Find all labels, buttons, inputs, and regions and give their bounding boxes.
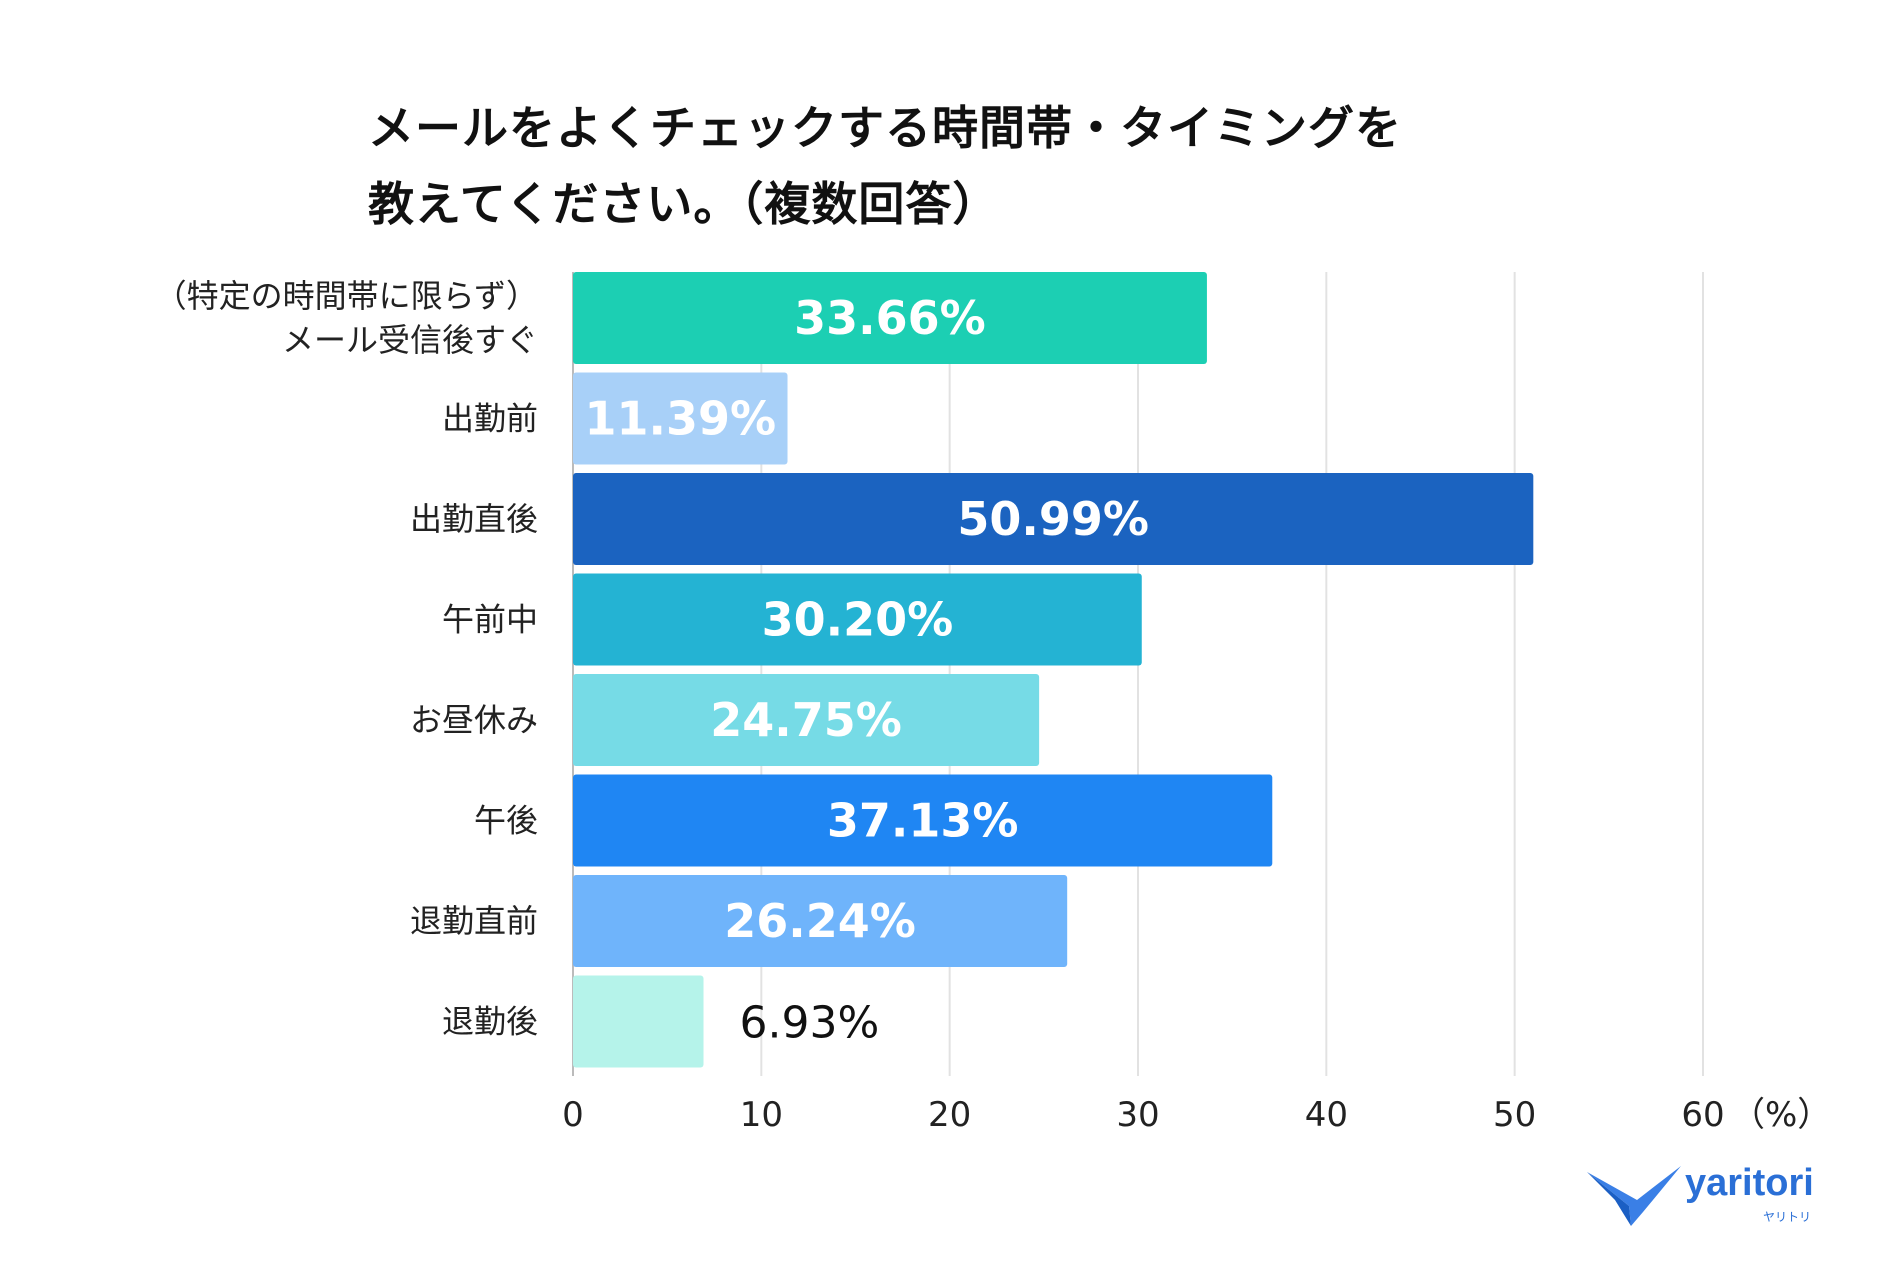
bar-1 [573, 272, 1207, 364]
brand-name: yaritori [1685, 1162, 1814, 1204]
category-label: 退勤直前 [410, 902, 538, 940]
bar-3 [573, 473, 1534, 565]
category-label: お昼休み [410, 701, 538, 739]
chart-title-line-2: 教えてください。（複数回答） [368, 177, 1000, 231]
value-label: 6.93% [740, 998, 880, 1049]
brand-logo: yaritori ヤリトリ [1585, 1160, 1835, 1230]
category-label: 出勤直後 [410, 500, 538, 538]
x-axis-unit: （%） [1731, 1095, 1831, 1135]
value-label: 33.66% [794, 291, 986, 345]
bar-4 [573, 573, 1142, 666]
bar-6 [573, 774, 1273, 867]
category-labels: （特定の時間帯に限らず） メール受信後すぐ出勤前出勤直後午前中お昼休み午後退勤直前… [155, 277, 538, 1041]
x-tick-label: 40 [1305, 1095, 1348, 1135]
value-labels: 33.66% 11.39% 50.99%30.20% 24.75% 37.13% 26.2… [584, 291, 1148, 1049]
chart-title-line-1: メールをよくチェックする時間帯・タイミングを [368, 101, 1402, 155]
category-label: 午前中 [442, 601, 538, 639]
x-tick-label: 30 [1116, 1095, 1159, 1135]
bird-logo-icon [1587, 1166, 1681, 1226]
value-label: 24.75% [710, 693, 902, 747]
bar-2 [573, 372, 788, 465]
x-tick-label: 20 [928, 1095, 971, 1135]
category-label: （特定の時間帯に限らず） [155, 277, 538, 315]
value-label: 37.13% [827, 794, 1019, 848]
bar-8 [573, 975, 704, 1068]
chart-title: メールをよくチェックする時間帯・タイミングを 教えてください。（複数回答） [368, 90, 1768, 242]
x-axis-ticks: 0 10 20 30 40 50 60 （%） [562, 1095, 1831, 1135]
category-label: メール受信後すぐ [282, 321, 538, 359]
bar-7 [573, 875, 1068, 967]
category-label: 午後 [474, 802, 538, 840]
x-tick-label: 10 [740, 1095, 783, 1135]
category-label: 出勤前 [442, 400, 538, 438]
bar-5 [573, 674, 1040, 766]
value-label: 26.24% [724, 894, 916, 948]
bars [573, 272, 1534, 1068]
value-label: 11.39% [584, 392, 776, 446]
value-label: 50.99% [957, 492, 1149, 546]
value-label: 30.20% [762, 593, 954, 647]
x-tick-label: 60 [1681, 1095, 1724, 1135]
x-tick-label: 50 [1493, 1095, 1536, 1135]
x-tick-label: 0 [562, 1095, 584, 1135]
brand-kana: ヤリトリ [1763, 1210, 1812, 1224]
category-label: 退勤後 [442, 1003, 538, 1041]
